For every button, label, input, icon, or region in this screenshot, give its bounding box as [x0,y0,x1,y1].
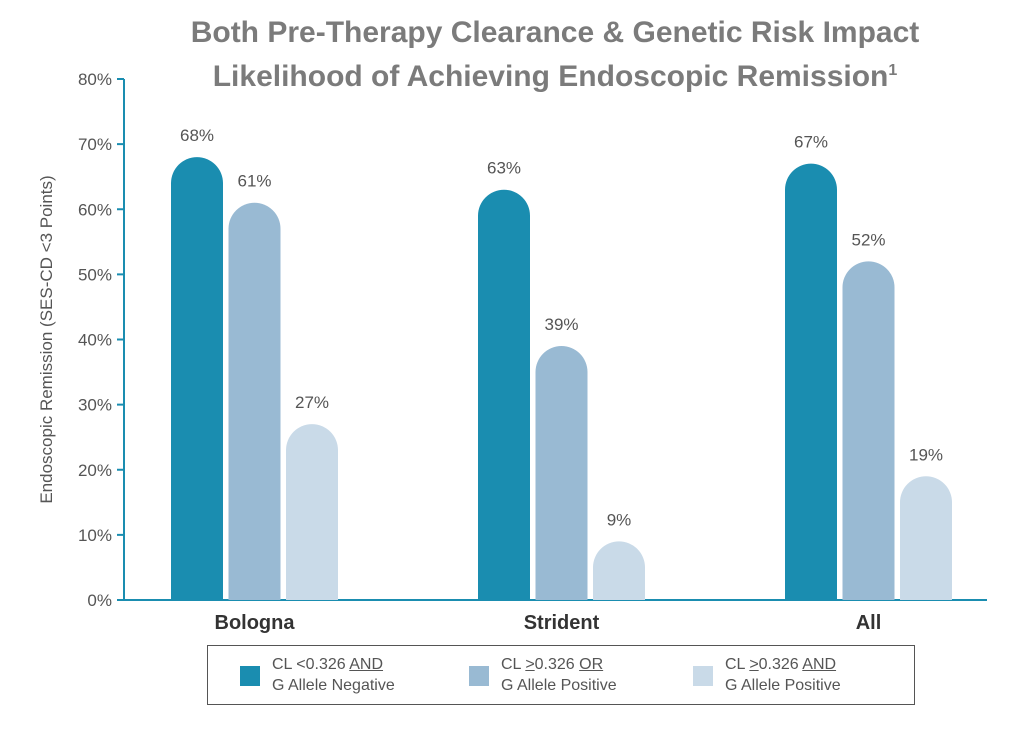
data-label: 67% [794,133,828,152]
bar-bologna-1 [228,202,281,600]
legend-2-line1-pre: CL [725,656,750,673]
bar-bologna-2 [286,424,338,600]
legend-0-line1-pre: CL <0.326 [272,656,350,673]
legend-swatch-0 [240,666,260,686]
data-label: 9% [607,510,632,529]
title-line-2: Likelihood of Achieving Endoscopic Remis… [150,52,960,96]
bar-bologna-0 [171,157,223,600]
legend-1-line1-post: 0.326 [534,656,580,673]
y-tick-label: 80% [78,70,112,89]
data-label: 27% [295,393,329,412]
data-label: 39% [544,315,578,334]
title-line-1: Both Pre-Therapy Clearance & Genetic Ris… [190,16,920,49]
title-superscript: 1 [888,62,898,79]
legend-1-line2: G Allele Positive [501,677,617,694]
bar-strident-1 [535,346,588,600]
title-line-2-text: Likelihood of Achieving Endoscopic Remis… [212,60,889,93]
data-label: 19% [909,445,943,464]
bar-strident-0 [478,189,530,600]
legend-item-2: CL >0.326 AND G Allele Positive [693,654,841,696]
x-category-label: Bologna [215,612,296,634]
legend-item-0: CL <0.326 AND G Allele Negative [240,654,395,696]
bar-strident-2 [593,541,645,600]
legend-2-line1-underlined: > [749,656,759,673]
y-tick-label: 0% [87,591,112,610]
legend-0-line1-underlined: AND [349,656,384,673]
chart-title: Both Pre-Therapy Clearance & Genetic Ris… [150,14,960,96]
legend-swatch-2 [693,666,713,686]
legend-text-0: CL <0.326 AND G Allele Negative [272,654,395,696]
legend-1-line1-pre: CL [501,656,526,673]
legend-2-line2: G Allele Positive [725,677,841,694]
legend: CL <0.326 AND G Allele Negative CL >0.32… [207,645,915,705]
legend-swatch-1 [469,666,489,686]
data-label: 68% [180,126,214,145]
data-label: 61% [237,172,271,191]
legend-item-1: CL >0.326 OR G Allele Positive [469,654,617,696]
legend-2-line1-underlined-2: AND [802,656,837,673]
y-tick-label: 40% [78,331,112,350]
legend-1-line1-underlined: > [525,656,535,673]
legend-0-line2: G Allele Negative [272,677,395,694]
data-label: 52% [851,230,885,249]
y-tick-label: 70% [78,135,112,154]
legend-text-1: CL >0.326 OR G Allele Positive [501,654,617,696]
y-tick-label: 50% [78,265,112,284]
x-category-label: Strident [524,612,600,634]
bar-all-0 [785,163,837,600]
legend-2-line1-post: 0.326 [758,656,803,673]
y-tick-label: 10% [78,526,112,545]
y-tick-label: 30% [78,396,112,415]
bar-all-1 [842,261,895,600]
legend-1-line1-underlined-2: OR [579,656,604,673]
y-tick-label: 20% [78,461,112,480]
data-label: 63% [487,159,521,178]
legend-text-2: CL >0.326 AND G Allele Positive [725,654,841,696]
bar-all-2 [900,476,952,600]
y-tick-label: 60% [78,200,112,219]
x-category-label: All [856,612,882,634]
y-axis-label: Endoscopic Remission (SES-CD <3 Points) [37,175,56,503]
